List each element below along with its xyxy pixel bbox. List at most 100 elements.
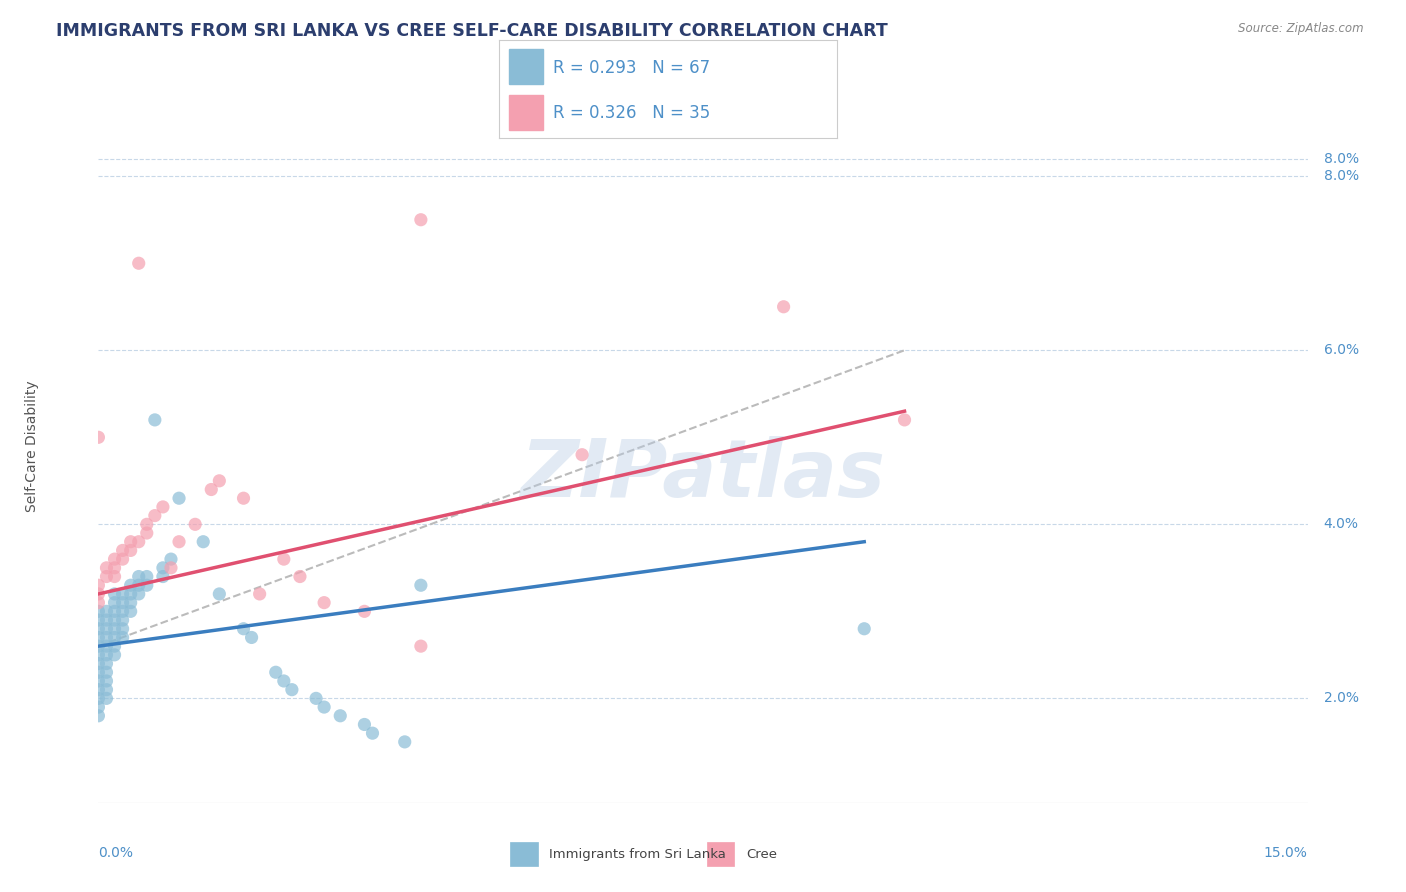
Text: Self-Care Disability: Self-Care Disability xyxy=(25,380,39,512)
Point xyxy=(288,569,311,583)
Point xyxy=(240,631,263,645)
Point xyxy=(103,613,125,627)
Text: R = 0.326   N = 35: R = 0.326 N = 35 xyxy=(553,103,710,121)
Point xyxy=(128,569,150,583)
Point xyxy=(208,587,231,601)
Point xyxy=(314,596,336,610)
Point xyxy=(160,552,183,566)
Point xyxy=(893,413,915,427)
Point xyxy=(103,622,125,636)
Point xyxy=(103,604,125,618)
Point xyxy=(152,561,174,575)
Point xyxy=(103,552,125,566)
Point xyxy=(87,639,110,653)
Point xyxy=(87,682,110,697)
Point xyxy=(135,517,157,532)
Text: ZIPatlas: ZIPatlas xyxy=(520,435,886,514)
Point xyxy=(409,212,432,227)
Point xyxy=(361,726,384,740)
Point xyxy=(87,578,110,592)
Point xyxy=(135,526,157,541)
Point xyxy=(96,561,118,575)
Point xyxy=(87,691,110,706)
Point xyxy=(232,491,254,506)
Point xyxy=(87,596,110,610)
Point xyxy=(264,665,287,680)
Point xyxy=(96,682,118,697)
Point xyxy=(329,708,352,723)
Point xyxy=(96,639,118,653)
Point xyxy=(103,631,125,645)
Point xyxy=(96,657,118,671)
Text: 4.0%: 4.0% xyxy=(1323,517,1358,532)
Point xyxy=(87,587,110,601)
Point xyxy=(103,648,125,662)
Point xyxy=(409,639,432,653)
Point xyxy=(208,474,231,488)
Point xyxy=(87,604,110,618)
Point xyxy=(96,691,118,706)
Point xyxy=(135,569,157,583)
Point xyxy=(249,587,271,601)
Point xyxy=(103,587,125,601)
Bar xyxy=(707,842,734,866)
Text: 0.0%: 0.0% xyxy=(98,847,134,860)
Point xyxy=(143,508,166,523)
Point xyxy=(120,543,142,558)
Point xyxy=(160,561,183,575)
Text: 6.0%: 6.0% xyxy=(1323,343,1358,358)
Text: R = 0.293   N = 67: R = 0.293 N = 67 xyxy=(553,59,710,77)
Text: 8.0%: 8.0% xyxy=(1323,169,1358,183)
Text: IMMIGRANTS FROM SRI LANKA VS CREE SELF-CARE DISABILITY CORRELATION CHART: IMMIGRANTS FROM SRI LANKA VS CREE SELF-C… xyxy=(56,22,889,40)
Point xyxy=(103,569,125,583)
Point xyxy=(87,430,110,444)
Point xyxy=(96,648,118,662)
Point xyxy=(193,534,215,549)
Point xyxy=(273,552,295,566)
Point xyxy=(103,596,125,610)
Point xyxy=(96,665,118,680)
Point xyxy=(120,578,142,592)
Point xyxy=(200,483,222,497)
Text: Source: ZipAtlas.com: Source: ZipAtlas.com xyxy=(1239,22,1364,36)
Point xyxy=(87,622,110,636)
Point xyxy=(87,631,110,645)
Point xyxy=(128,587,150,601)
Bar xyxy=(509,49,543,85)
Point xyxy=(135,578,157,592)
Point xyxy=(120,534,142,549)
Point xyxy=(152,569,174,583)
Point xyxy=(184,517,207,532)
Point xyxy=(128,534,150,549)
Point xyxy=(120,596,142,610)
Point xyxy=(96,622,118,636)
Point xyxy=(111,613,134,627)
Point xyxy=(111,552,134,566)
Point xyxy=(273,673,295,688)
Point xyxy=(111,631,134,645)
Text: 15.0%: 15.0% xyxy=(1264,847,1308,860)
Point xyxy=(772,300,794,314)
Point xyxy=(143,413,166,427)
Point xyxy=(96,604,118,618)
Point xyxy=(87,613,110,627)
Point xyxy=(152,500,174,514)
Point xyxy=(96,673,118,688)
Point xyxy=(353,717,375,731)
Point xyxy=(167,534,190,549)
Point xyxy=(305,691,328,706)
Text: 2.0%: 2.0% xyxy=(1323,691,1358,706)
Point xyxy=(111,543,134,558)
Point xyxy=(96,631,118,645)
Point xyxy=(281,682,304,697)
Point xyxy=(853,622,876,636)
Point xyxy=(409,578,432,592)
Point xyxy=(111,587,134,601)
Bar xyxy=(510,842,537,866)
Point xyxy=(571,448,593,462)
Point xyxy=(87,657,110,671)
Point xyxy=(103,639,125,653)
Point xyxy=(96,569,118,583)
Point xyxy=(232,622,254,636)
Text: Immigrants from Sri Lanka: Immigrants from Sri Lanka xyxy=(550,847,727,861)
